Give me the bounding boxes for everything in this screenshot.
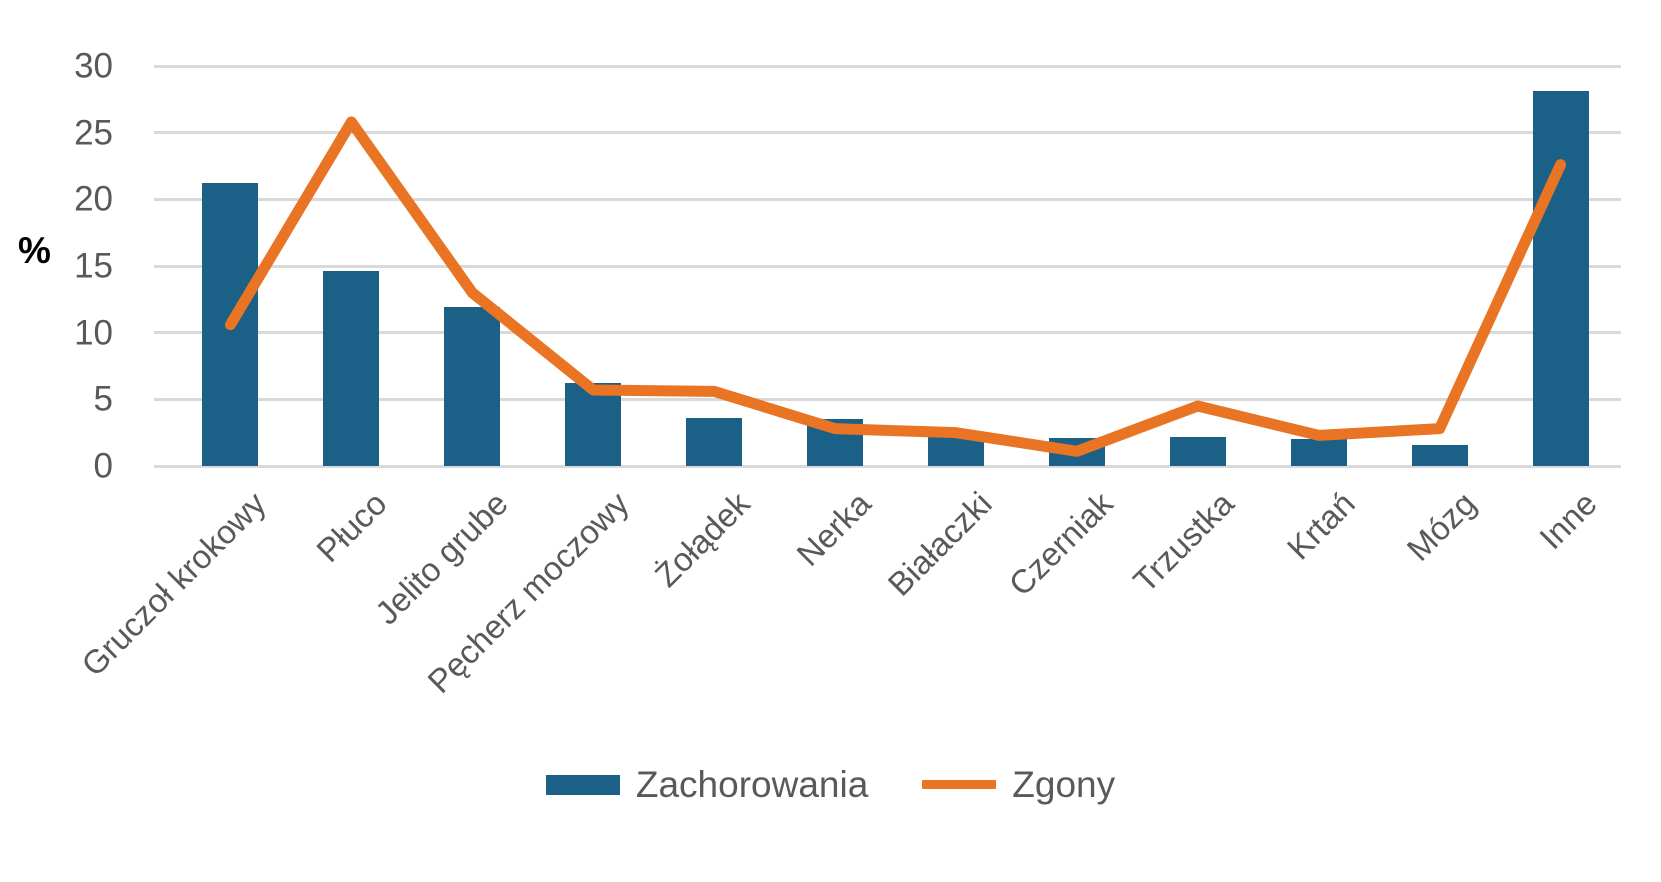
plot-area: 0 5 10 15 20 25 30 (74, 49, 1621, 484)
legend-bar-swatch-icon (545, 774, 620, 795)
bar-3 (565, 383, 622, 466)
bar-11 (1532, 91, 1589, 466)
bar-6 (927, 435, 984, 466)
chart-legend: Zachorowania Zgony (0, 766, 1661, 803)
bar-8 (1169, 436, 1226, 466)
x-axis-label-6: Białaczki (880, 484, 999, 603)
bar-4 (686, 418, 743, 466)
y-tick-label-5: 5 (93, 379, 113, 419)
y-axis-title: % (18, 230, 51, 271)
bar-9 (1290, 439, 1347, 466)
bar-1 (323, 271, 380, 466)
bar-10 (1411, 444, 1468, 466)
y-tick-label-30: 30 (74, 46, 113, 86)
y-tick-label-25: 25 (74, 113, 113, 153)
legend-item-zgony[interactable]: Zgony (922, 766, 1115, 803)
y-tick-mark-20 (154, 197, 170, 201)
y-tick-label-10: 10 (74, 313, 113, 353)
x-axis-label-4: Żołądek (647, 484, 757, 594)
x-axis-label-10: Mózg (1399, 484, 1483, 568)
y-tick-mark-5 (154, 397, 170, 401)
x-axis-label-8: Trzustka (1125, 484, 1241, 600)
x-axis-label-1: Płuco (309, 484, 395, 570)
bar-series-zachorowania (170, 66, 1621, 466)
legend-label: Zgony (1012, 764, 1116, 805)
bar-5 (807, 419, 864, 466)
x-axis-label-5: Nerka (789, 484, 878, 573)
bar-7 (1048, 438, 1105, 466)
x-axis-category-labels: Gruczoł krokowy Płuco Jelito grube Pęcherz … (75, 470, 1621, 720)
y-tick-mark-25 (154, 131, 170, 135)
x-axis-label-9: Krtań (1279, 484, 1362, 567)
x-axis-label-11: Inne (1531, 484, 1604, 557)
y-tick-mark-30 (154, 64, 170, 68)
y-tick-mark-0 (154, 464, 170, 468)
gridline-0 (170, 464, 1621, 468)
x-axis-label-0: Gruczoł krokowy (74, 484, 274, 684)
legend-line-swatch-icon (922, 780, 997, 789)
y-tick-mark-15 (154, 264, 170, 268)
y-tick-mark-10 (154, 331, 170, 335)
y-tick-label-0: 0 (93, 446, 113, 486)
y-tick-label-15: 15 (74, 246, 113, 286)
y-tick-label-20: 20 (74, 179, 113, 219)
bar-0 (202, 183, 259, 466)
gridline-30 (170, 64, 1621, 68)
bar-2 (444, 307, 501, 466)
legend-item-zachorowania[interactable]: Zachorowania (545, 764, 869, 805)
legend-label: Zachorowania (635, 764, 869, 805)
x-axis-label-7: Czerniak (1001, 484, 1120, 603)
